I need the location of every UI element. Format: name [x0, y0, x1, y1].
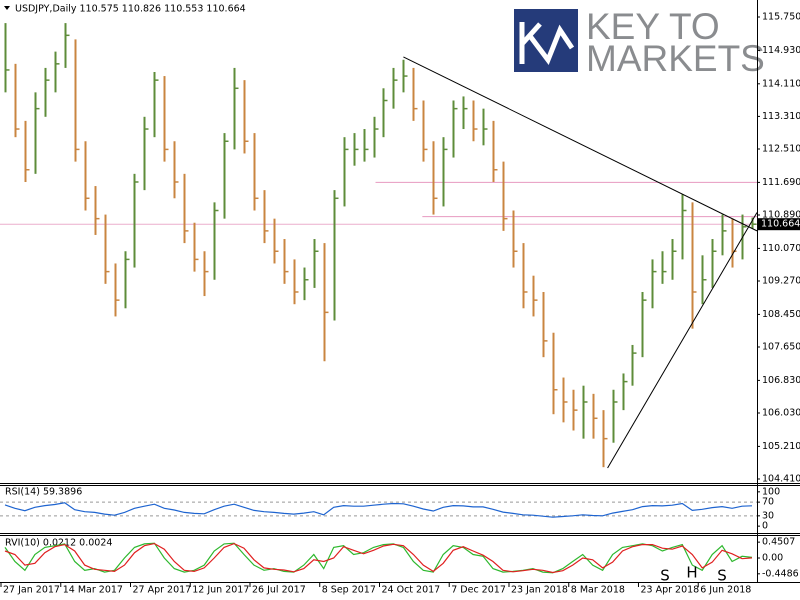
chart-title: USDJPY,Daily 110.575 110.826 110.553 110…: [15, 4, 246, 15]
annotation: H: [686, 564, 697, 582]
price-label: 110.664: [761, 219, 800, 230]
x-tick-label: 27 Jan 2017: [3, 585, 60, 596]
x-tick-label: 26 Jul 2017: [252, 585, 306, 596]
y-tick-label: 114.930: [762, 45, 800, 56]
indicator-title: RSI(14) 59.3896: [5, 487, 82, 498]
y-tick-label: 105.210: [762, 441, 800, 452]
price-label-box: [758, 218, 800, 231]
x-tick-label: 7 Dec 2017: [451, 585, 506, 596]
y-tick-label: 110.890: [762, 209, 800, 220]
y-tick-label: 0.4507: [762, 537, 795, 548]
y-tick-label: 0.00: [762, 553, 783, 564]
annotation: S: [717, 567, 727, 585]
x-tick-label: 23 Jan 2018: [511, 585, 568, 596]
y-tick-label: 106.030: [762, 407, 800, 418]
x-tick-label: 24 Oct 2017: [382, 585, 441, 596]
y-tick-label: 30: [762, 510, 774, 521]
y-tick-label: 107.650: [762, 341, 800, 352]
y-tick-label: 108.450: [762, 309, 800, 320]
y-tick-label: 115.750: [762, 11, 800, 22]
indicator-title: RVI(10) 0.0212 0.0024: [5, 538, 112, 549]
frames: [0, 0, 800, 583]
y-tick-label: 109.270: [762, 275, 800, 286]
indicator-line: [4, 542, 753, 574]
y-tick-label: 112.510: [762, 143, 800, 154]
y-tick-label: 110.070: [762, 243, 800, 254]
y-tick-label: 100: [762, 486, 780, 497]
y-tick-label: 114.110: [762, 78, 800, 89]
logo-text: MARKETS: [586, 38, 765, 79]
indicator-line: [4, 502, 753, 518]
y-tick-label: 0: [762, 521, 768, 532]
x-tick-label: 8 Mar 2018: [571, 585, 625, 596]
annotation: S: [660, 567, 670, 585]
y-tick-label: 70: [762, 497, 774, 508]
y-tick-label: -0.4486: [762, 568, 799, 579]
logo: KEY TO MARKETS: [514, 6, 765, 79]
x-tick-label: 23 Apr 2018: [640, 585, 699, 596]
y-tick-label: 106.830: [762, 375, 800, 386]
y-tick-label: 104.410: [762, 473, 800, 484]
trendline: [607, 212, 758, 469]
indicator-line: [4, 542, 753, 574]
logo-icon: [519, 22, 575, 66]
x-tick-label: 14 Mar 2017: [63, 585, 123, 596]
menu-arrow: [4, 6, 10, 10]
y-tick-label: 113.310: [762, 111, 800, 122]
trendline: [403, 56, 758, 232]
x-tick-label: 6 Jun 2018: [700, 585, 751, 596]
logo-text: KEY TO: [586, 6, 720, 47]
x-tick-label: 8 Sep 2017: [322, 585, 376, 596]
x-tick-label: 27 Apr 2017: [132, 585, 191, 596]
y-tick-label: 111.690: [762, 177, 800, 188]
x-tick-label: 12 Jun 2017: [192, 585, 249, 596]
